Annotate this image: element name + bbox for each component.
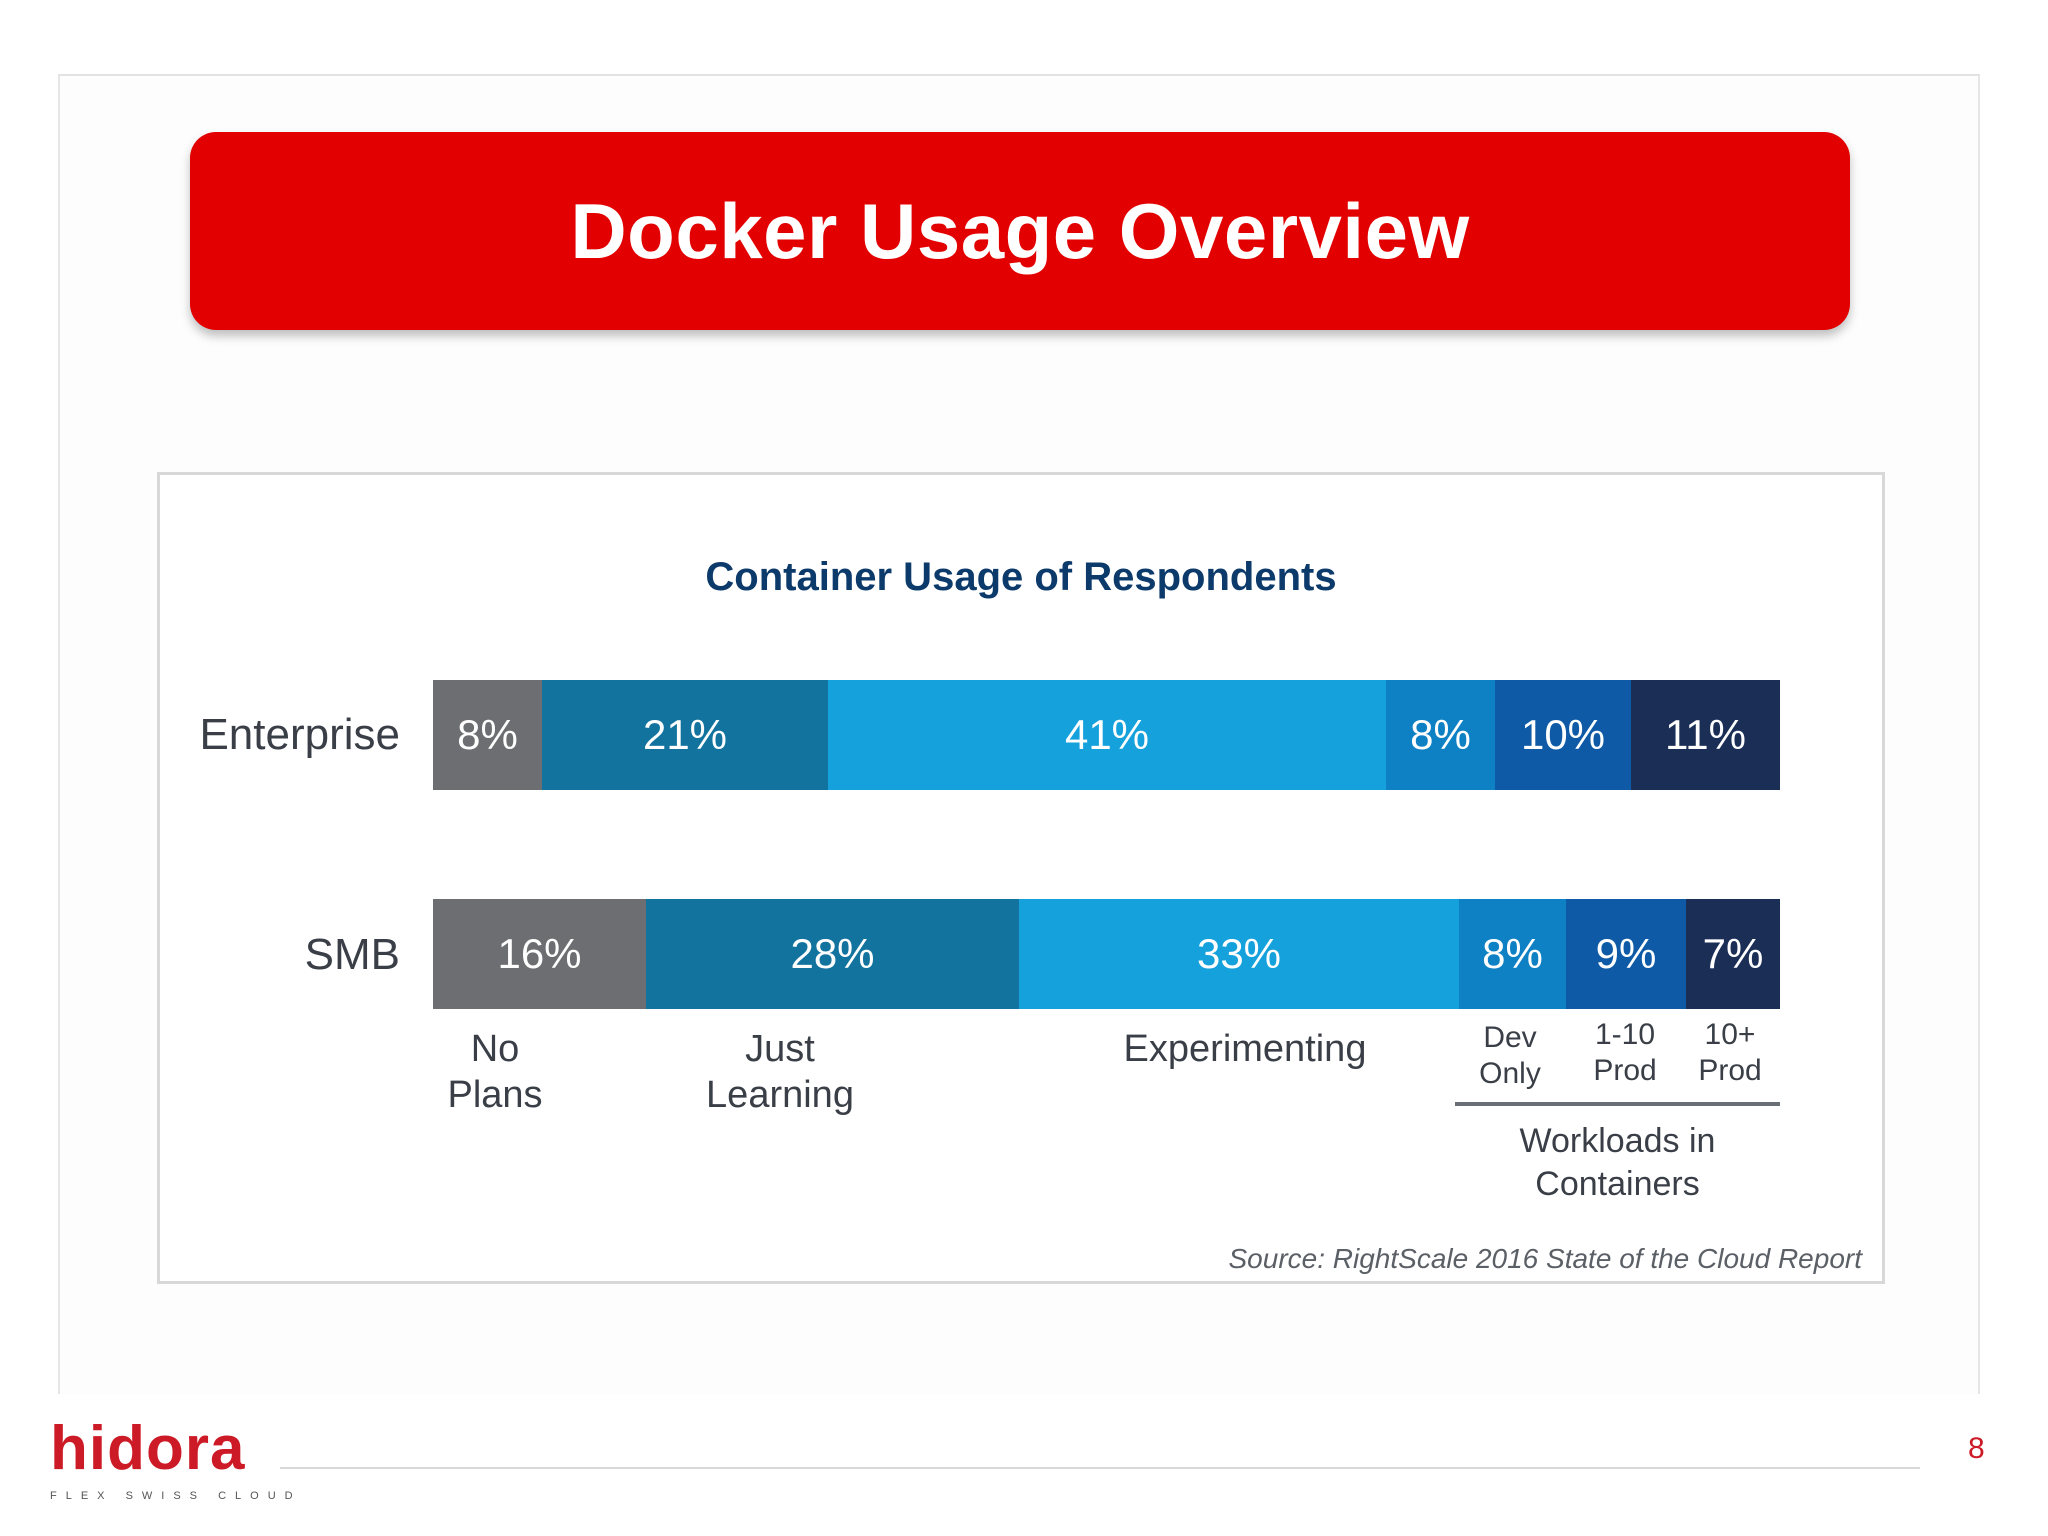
logo-wordmark: hidora [50, 1414, 246, 1483]
bar-segment-enterprise-4: 10% [1495, 680, 1631, 790]
chart-title: Container Usage of Respondents [705, 555, 1337, 599]
category-label-dev-only: Dev Only [1455, 1020, 1565, 1092]
row-label-smb: SMB [304, 930, 400, 979]
group-label-line: Workloads in [1519, 1122, 1716, 1160]
category-label-line: Prod [1698, 1054, 1762, 1087]
segment-value-label: 8% [457, 711, 518, 758]
category-label-just-learning: Just Learning [670, 1027, 890, 1118]
category-label-line: Learning [706, 1073, 854, 1116]
bar-segment-smb-1: 28% [646, 899, 1019, 1009]
category-label-line: Prod [1593, 1054, 1657, 1087]
category-label-10-plus-prod: 10+ Prod [1675, 1017, 1785, 1089]
footer-divider [280, 1467, 1920, 1469]
category-label-line: Experimenting [1123, 1028, 1367, 1070]
hidora-logo: hidora FLEX SWISS CLOUD [50, 1414, 302, 1503]
slide-title: Docker Usage Overview [570, 186, 1470, 275]
segment-value-label: 10% [1520, 711, 1606, 758]
bar-segment-enterprise-3: 8% [1386, 680, 1495, 790]
group-label-line: Containers [1535, 1164, 1700, 1203]
category-label-experimenting: Experimenting [1080, 1027, 1410, 1073]
category-label-1-10-prod: 1-10 Prod [1570, 1017, 1680, 1089]
bar-segment-enterprise-2: 41% [828, 680, 1386, 790]
bar-segment-smb-5: 7% [1686, 899, 1780, 1009]
logo-tagline: FLEX SWISS CLOUD [50, 1490, 302, 1502]
bar-segment-enterprise-0: 8% [433, 680, 542, 790]
bar-segment-smb-3: 8% [1459, 899, 1566, 1009]
segment-value-label: 41% [1064, 711, 1150, 758]
bar-segment-enterprise-1: 21% [542, 680, 828, 790]
segment-value-label: 9% [1595, 930, 1657, 977]
category-label-no-plans: No Plans [405, 1027, 585, 1118]
bar-segment-smb-0: 16% [433, 899, 646, 1009]
row-label-enterprise: Enterprise [199, 710, 400, 759]
segment-value-label: 28% [790, 930, 875, 977]
bar-enterprise: 8% 21% 41% 8% 10% 11% [433, 680, 1780, 790]
workloads-group-label: Workloads in Containers [1445, 1120, 1790, 1205]
category-label-line: Plans [447, 1073, 543, 1116]
bar-segment-enterprise-5: 11% [1631, 680, 1780, 790]
bar-segment-smb-2: 33% [1019, 899, 1459, 1009]
segment-value-label: 8% [1482, 930, 1543, 977]
bar-segment-smb-4: 9% [1566, 899, 1686, 1009]
source-note: Source: RightScale 2016 State of the Clo… [1228, 1243, 1863, 1274]
segment-value-label: 11% [1665, 711, 1746, 758]
category-label-line: Dev [1483, 1021, 1537, 1054]
bar-smb: 16% 28% 33% 8% 9% 7% [433, 899, 1780, 1009]
segment-value-label: 21% [642, 711, 728, 758]
category-label-line: Only [1479, 1057, 1541, 1090]
workloads-bracket-line [1455, 1102, 1780, 1106]
category-label-line: No [470, 1028, 520, 1070]
category-label-line: 10+ [1704, 1018, 1756, 1051]
category-label-line: Just [745, 1028, 815, 1070]
category-label-line: 1-10 [1594, 1018, 1656, 1051]
segment-value-label: 16% [497, 930, 582, 977]
segment-value-label: 7% [1702, 930, 1764, 977]
page-number: 8 [1968, 1432, 1985, 1465]
chart-panel: Container Usage of Respondents Enterpris… [157, 472, 1885, 1284]
title-banner: Docker Usage Overview [190, 132, 1850, 330]
segment-value-label: 33% [1196, 930, 1282, 977]
segment-value-label: 8% [1410, 711, 1471, 758]
